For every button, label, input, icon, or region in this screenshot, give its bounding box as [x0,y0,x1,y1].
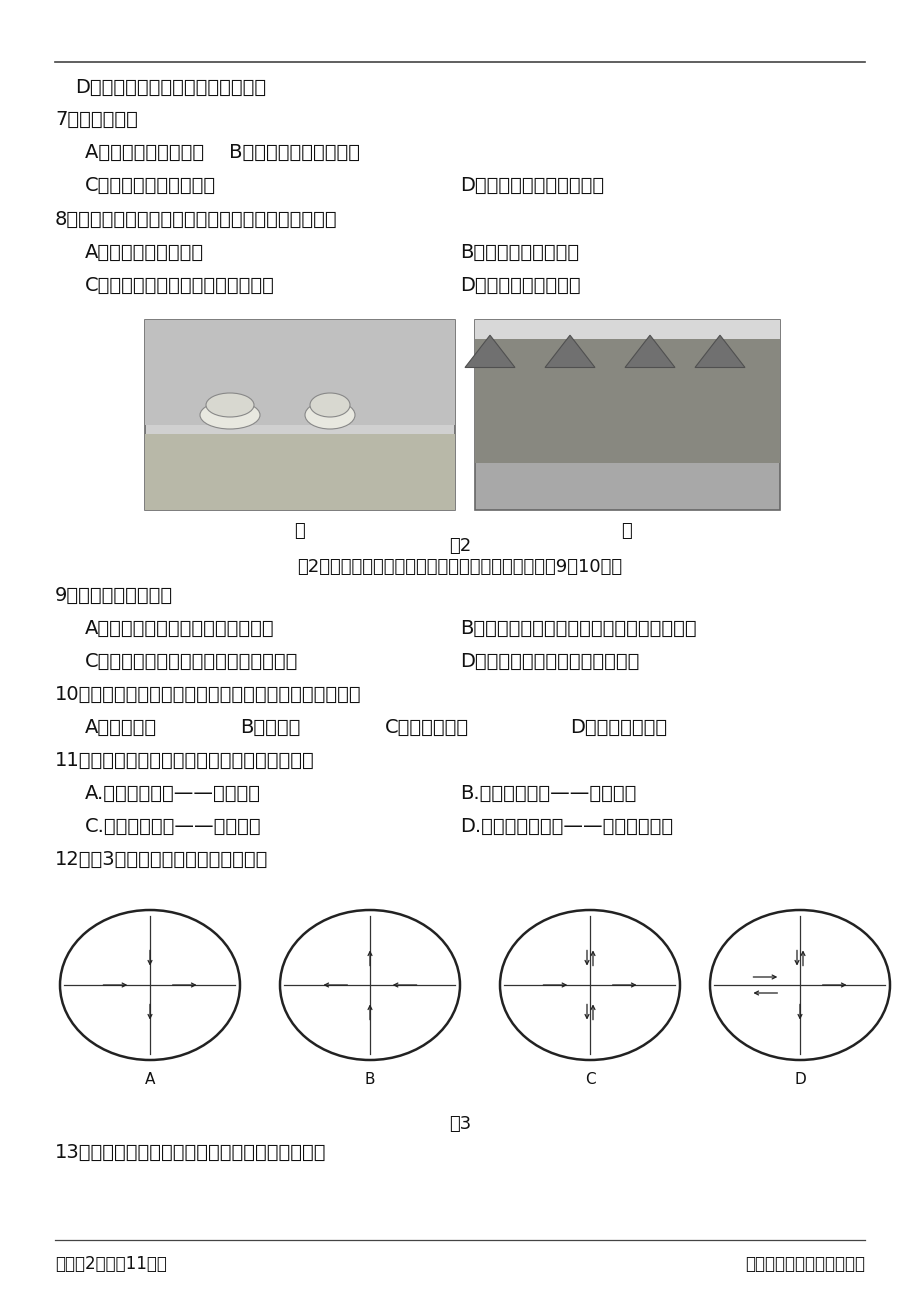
Text: D．草类资源发电: D．草类资源发电 [570,717,666,737]
Text: B．夏季都受副热带高压控制，产生伏旱现象: B．夏季都受副热带高压控制，产生伏旱现象 [460,618,696,638]
Text: 人类: 人类 [793,971,805,980]
Text: 社会: 社会 [793,1006,805,1017]
Text: 能量: 能量 [306,993,316,1003]
Text: 境: 境 [367,1040,372,1049]
Text: 人类: 人类 [584,971,596,980]
Text: 废弃物: 废弃物 [203,980,219,990]
Text: 环: 环 [367,1023,372,1034]
Text: 废弃物: 废弃物 [853,980,868,990]
Text: 物质: 物质 [526,967,536,976]
Text: D: D [793,1072,805,1087]
Polygon shape [694,335,744,367]
Text: D．河谷地区热量较好: D．河谷地区热量较好 [460,276,580,296]
Text: A．冬季都受西北季风影响，降水少: A．冬季都受西北季风影响，降水少 [85,618,275,638]
Text: A.采猎文明时期——改造自然: A.采猎文明时期——改造自然 [85,784,261,803]
Ellipse shape [60,910,240,1060]
Text: C.农业文明时期——征服自然: C.农业文明时期——征服自然 [85,816,261,836]
Text: 境: 境 [147,936,153,947]
Text: 能量: 能量 [736,993,745,1003]
Ellipse shape [305,401,355,428]
Text: 环: 环 [147,921,153,930]
Polygon shape [464,335,515,367]
Text: 环: 环 [586,921,592,930]
Text: 本卷第2页（共11页）: 本卷第2页（共11页） [55,1255,166,1273]
Text: D．都兼有种植业和畜牧业: D．都兼有种植业和畜牧业 [460,176,604,195]
Text: 境: 境 [147,1040,153,1049]
Ellipse shape [709,910,889,1060]
Text: 图3: 图3 [448,1115,471,1133]
Text: 9、两地自然环境相比: 9、两地自然环境相比 [55,586,173,605]
Text: 境: 境 [586,1040,592,1049]
Text: 人类: 人类 [144,971,155,980]
Text: 物质: 物质 [736,967,745,976]
Text: D．土壤都很肥沃，利于发展农业: D．土壤都很肥沃，利于发展农业 [460,652,639,671]
Text: C: C [584,1072,595,1087]
Ellipse shape [310,393,349,417]
Text: 甲: 甲 [294,522,305,540]
Text: 12、图3中，能正确表示人地关系的是: 12、图3中，能正确表示人地关系的是 [55,850,268,868]
Ellipse shape [279,910,460,1060]
Text: 废弃物: 废弃物 [424,980,438,990]
Text: 境: 境 [796,936,802,947]
Text: 环: 环 [367,921,372,930]
Text: 废弃物: 废弃物 [643,980,658,990]
Text: C．河流都有结冰期，但结冰期甲长于乙: C．河流都有结冰期，但结冰期甲长于乙 [85,652,298,671]
Text: B: B [364,1072,375,1087]
Text: 物质: 物质 [306,967,316,976]
Text: A．都兼跨四个温度带    B．都兼跨地势三级阶梯: A．都兼跨四个温度带 B．都兼跨地势三级阶梯 [85,143,359,161]
Text: 物质: 物质 [86,967,96,976]
Polygon shape [544,335,595,367]
Text: 社会: 社会 [584,1006,596,1017]
Text: B．核电站: B．核电站 [240,717,300,737]
Text: 社会: 社会 [364,1006,376,1017]
Bar [474,339,779,462]
Text: 环: 环 [586,1023,592,1034]
Text: 8、青藏高寒区农作物分布在河谷中的主要自然原因是: 8、青藏高寒区农作物分布在河谷中的主要自然原因是 [55,210,337,229]
Text: 环: 环 [796,1023,802,1034]
Bar [474,320,779,378]
Text: 10、为解决甲所在地区电力紧张问题，可以因地制宜发展: 10、为解决甲所在地区电力紧张问题，可以因地制宜发展 [55,685,361,704]
Text: 13、下列有关地理环境决定论的说法，不正确的是: 13、下列有关地理环境决定论的说法，不正确的是 [55,1143,326,1161]
Text: 山东世纪金榜书业有限公司: 山东世纪金榜书业有限公司 [744,1255,864,1273]
Text: C．河谷地区人口稠密，劳动力丰富: C．河谷地区人口稠密，劳动力丰富 [85,276,275,296]
Text: 图2: 图2 [448,536,471,555]
Text: A．风力发电: A．风力发电 [85,717,157,737]
Ellipse shape [199,401,260,428]
Text: B.工业文明时期——崇拜自然: B.工业文明时期——崇拜自然 [460,784,636,803]
Text: C．都兼跨四类干湿地区: C．都兼跨四类干湿地区 [85,176,216,195]
Text: A．河谷地区水源充足: A．河谷地区水源充足 [85,243,204,262]
Polygon shape [624,335,675,367]
Text: 环: 环 [147,1023,153,1034]
Ellipse shape [499,910,679,1060]
Bar [145,320,455,510]
Bar [474,320,779,510]
Text: 图2是我国西北和江南两处传统民居景现图，读图回答9～10题。: 图2是我国西北和江南两处传统民居景现图，读图回答9～10题。 [297,559,622,575]
Text: B．河谷地区土壤肥沃: B．河谷地区土壤肥沃 [460,243,578,262]
Text: 能量: 能量 [86,993,96,1003]
Text: 境: 境 [796,1040,802,1049]
Text: C．营造薪炭林: C．营造薪炭林 [384,717,469,737]
Text: D.新技术革命时期——谋求人地协调: D.新技术革命时期——谋求人地协调 [460,816,673,836]
Text: 环: 环 [796,921,802,930]
Bar [145,434,455,510]
Text: 境: 境 [586,936,592,947]
Text: A: A [144,1072,155,1087]
Text: 11、下列不同时期人地关系思想表述中正确的是: 11、下列不同时期人地关系思想表述中正确的是 [55,751,314,769]
Text: D．乙区气温年较差和日较差都很大: D．乙区气温年较差和日较差都很大 [75,78,266,98]
Text: 7、三大自然区: 7、三大自然区 [55,109,138,129]
Text: 能量: 能量 [526,993,536,1003]
Text: 乙: 乙 [621,522,631,540]
Ellipse shape [206,393,254,417]
Text: 人类: 人类 [364,971,376,980]
Text: 社会: 社会 [144,1006,155,1017]
Text: 境: 境 [367,936,372,947]
Bar [145,320,455,424]
